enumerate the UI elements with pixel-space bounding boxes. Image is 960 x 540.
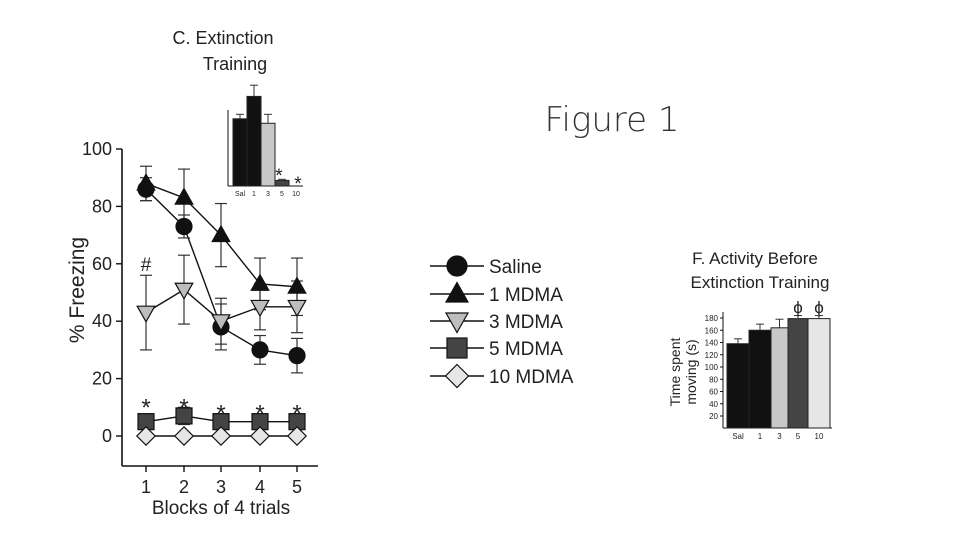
chart-f-title-line-1: F. Activity Before: [692, 249, 818, 268]
legend-marker-3-mdma: [444, 312, 470, 334]
activity-bar-chart: F. Activity Before Extinction Training T…: [667, 249, 832, 441]
y-tick-label: 60: [92, 254, 112, 274]
data-point-10-mdma: [249, 425, 271, 447]
y-tick-label: 0: [102, 426, 112, 446]
legend-marker-10-mdma: [444, 363, 470, 389]
chart-f-bar: [807, 318, 831, 429]
chart-f-y-tick-label: 180: [705, 314, 719, 323]
legend-label: 5 MDMA: [489, 339, 563, 360]
inset-c-title-line-1: C. Extinction: [172, 28, 273, 48]
inset-c-bar: [260, 122, 276, 187]
significance-mark: ϕ: [793, 298, 803, 317]
x-tick-label: 3: [216, 477, 226, 497]
chart-f-bar: [770, 327, 789, 429]
data-point-5-mdma: [175, 407, 193, 425]
chart-f-title-line-2: Extinction Training: [691, 273, 830, 292]
significance-mark: *: [216, 400, 225, 427]
chart-f-y-tick-label: 120: [705, 351, 719, 360]
chart-f-bar: [726, 343, 750, 429]
significance-mark: *: [275, 166, 283, 187]
inset-c-category-label: 1: [252, 191, 256, 198]
chart-f-y-tick-label: 60: [709, 388, 718, 397]
y-tick-label: 20: [92, 369, 112, 389]
chart-f-y-tick-label: 140: [705, 339, 719, 348]
significance-mark: ϕ: [814, 298, 824, 317]
chart-f-category-label: 1: [758, 432, 763, 441]
chart-f-category-label: 10: [815, 432, 824, 441]
extinction-training-inset: C. Extinction Training Sal 1 3 5 10* *: [172, 28, 303, 198]
legend-label: 3 MDMA: [489, 312, 563, 333]
data-point-saline: [175, 217, 193, 236]
significance-mark: *: [294, 174, 302, 195]
y-tick-label: 100: [82, 139, 112, 159]
chart-f-category-label: 5: [796, 432, 801, 441]
data-point-1-mdma: [136, 173, 156, 191]
legend-marker-5-mdma: [446, 337, 468, 359]
inset-c-category-label: 5: [280, 191, 284, 198]
x-tick-label: 5: [292, 477, 302, 497]
legend-marker-saline: [446, 255, 468, 277]
inset-c-bar: [232, 118, 248, 187]
freezing-line-chart: % Freezing Blocks of 4 trials 0 20 40 60 80 1…: [66, 139, 318, 519]
data-point-10-mdma: [210, 425, 232, 447]
chart-f-bar: [748, 329, 772, 429]
x-tick-label: 1: [141, 477, 151, 497]
inset-c-category-label: 3: [266, 191, 270, 198]
legend-label: 10 MDMA: [489, 367, 574, 388]
data-point-3-mdma: [136, 305, 156, 324]
y-axis-label: % Freezing: [66, 237, 89, 343]
inset-c-category-label: Sal: [235, 191, 246, 198]
data-point-1-mdma: [174, 187, 194, 205]
chart-f-category-label: 3: [777, 432, 782, 441]
x-tick-label: 2: [179, 477, 189, 497]
chart-f-y-tick-label: 100: [705, 363, 719, 372]
chart-f-ylabel-line-1: Time spent: [667, 338, 683, 407]
legend-marker-1-mdma: [444, 281, 470, 303]
data-point-10-mdma: [286, 425, 308, 447]
data-point-10-mdma: [173, 425, 195, 447]
chart-f-ylabel-line-2: moving (s): [683, 339, 699, 404]
data-point-1-mdma: [250, 273, 270, 291]
y-tick-label: 40: [92, 311, 112, 331]
chart-f-y-tick-label: 40: [709, 400, 718, 409]
data-point-saline: [251, 341, 269, 359]
data-point-3-mdma: [211, 314, 231, 332]
legend: Saline 1 MDMA 3 MDMA 5 MDMA 10 MDMA: [430, 255, 574, 389]
inset-c-category-label: 10: [292, 191, 300, 198]
legend-label: Saline: [489, 257, 542, 278]
legend-label: 1 MDMA: [489, 285, 563, 306]
chart-f-y-tick-label: 20: [709, 412, 718, 421]
significance-mark: *: [141, 395, 150, 422]
data-point-1-mdma: [287, 276, 307, 294]
inset-c-bar: [246, 95, 262, 187]
data-point-3-mdma: [250, 299, 270, 318]
x-tick-label: 4: [255, 477, 265, 497]
significance-mark: *: [292, 400, 301, 427]
significance-mark: *: [179, 395, 188, 422]
significance-mark: #: [141, 255, 152, 276]
data-point-3-mdma: [287, 299, 307, 318]
inset-c-title-line-2: Training: [203, 54, 267, 74]
chart-f-y-tick-label: 160: [705, 326, 719, 335]
significance-mark: *: [255, 400, 264, 427]
data-point-3-mdma: [174, 282, 194, 301]
chart-f-category-label: Sal: [732, 432, 744, 441]
chart-f-y-tick-label: 80: [709, 375, 718, 384]
x-axis-label: Blocks of 4 trials: [152, 498, 290, 519]
data-point-10-mdma: [135, 425, 157, 447]
chart-f-bar: [787, 318, 809, 429]
y-tick-label: 80: [92, 196, 112, 216]
data-point-saline: [288, 347, 306, 365]
slide-title: Figure 1: [544, 100, 679, 140]
data-point-1-mdma: [211, 224, 231, 243]
